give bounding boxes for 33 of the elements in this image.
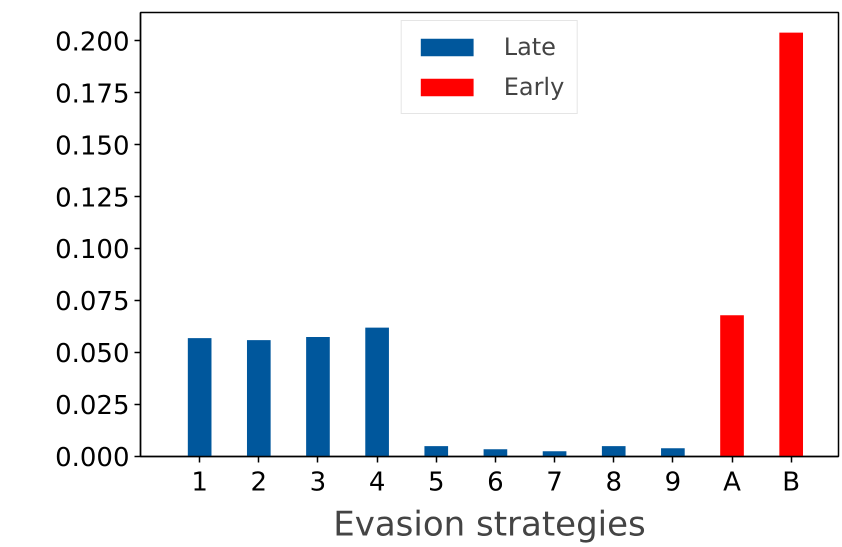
bar — [779, 32, 804, 456]
x-tick-label: 2 — [250, 468, 268, 498]
bar — [246, 340, 271, 456]
x-tick-label: A — [723, 468, 742, 498]
legend-label: Early — [504, 73, 564, 101]
bar — [661, 448, 685, 456]
y-tick-label: 0.050 — [55, 339, 130, 370]
x-tick-label: 3 — [310, 468, 326, 498]
bar — [602, 446, 626, 456]
bar — [424, 446, 448, 456]
y-tick-label: 0.125 — [55, 183, 130, 214]
y-tick-label: 0.000 — [55, 443, 130, 473]
x-tick-label: 9 — [664, 468, 682, 498]
legend-label: Late — [504, 33, 556, 61]
x-tick-label: B — [782, 468, 800, 498]
y-tick-label: 0.100 — [55, 235, 130, 266]
bar — [188, 338, 212, 456]
x-tick-label: 8 — [605, 468, 622, 498]
x-tick-label: 6 — [487, 468, 504, 498]
x-tick-label: 7 — [546, 468, 563, 498]
bar — [720, 315, 744, 456]
x-tick-label: 4 — [368, 468, 386, 498]
bar — [365, 328, 389, 456]
y-tick-label: 0.025 — [55, 391, 130, 422]
y-tick-label: 0.075 — [55, 287, 130, 318]
y-tick-label: 0.150 — [55, 131, 130, 162]
y-tick-label: 0.175 — [55, 79, 130, 110]
x-axis-title: Evasion strategies — [333, 504, 646, 544]
x-tick-label: 1 — [191, 468, 208, 498]
x-tick-label: 5 — [428, 468, 445, 498]
y-tick-label: 0.200 — [55, 27, 130, 58]
bar — [306, 337, 330, 456]
bar — [484, 449, 508, 456]
